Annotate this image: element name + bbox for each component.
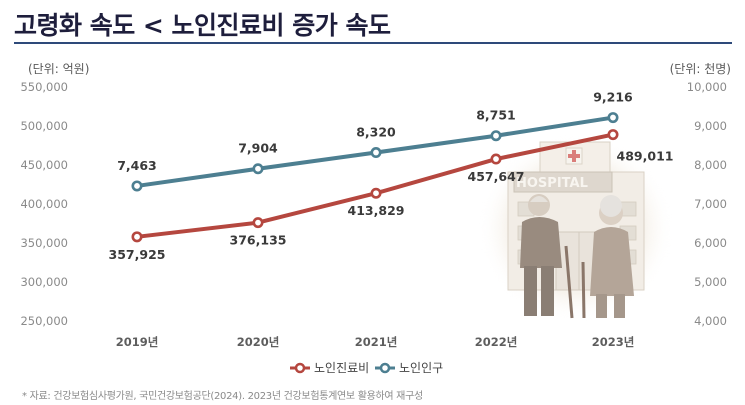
x-tick-label: 2022년 (475, 335, 518, 349)
legend-item-elderly-medical-cost: 노인진료비 (290, 361, 369, 375)
left-tick-label: 450,000 (20, 158, 68, 172)
data-point (607, 129, 619, 141)
data-point (252, 163, 264, 175)
data-point (131, 180, 143, 192)
data-label: 357,925 (109, 247, 166, 262)
right-tick-label: 6,000 (694, 236, 727, 250)
legend-marker-elderly-population (379, 362, 391, 374)
right-tick-label: 7,000 (694, 197, 727, 211)
left-tick-label: 400,000 (20, 197, 68, 211)
data-label: 9,216 (593, 90, 633, 105)
x-tick-label: 2021년 (355, 335, 398, 349)
legend-item-elderly-population: 노인인구 (375, 361, 443, 375)
data-point (370, 187, 382, 199)
right-axis-unit: (단위: 천명) (670, 61, 731, 76)
left-axis-unit: (단위: 억원) (28, 62, 89, 76)
legend-label-elderly-population: 노인인구 (399, 361, 443, 375)
left-tick-label: 550,000 (20, 80, 68, 94)
right-tick-label: 8,000 (694, 158, 727, 172)
x-tick-label: 2023년 (592, 335, 635, 349)
data-label: 8,751 (476, 108, 516, 123)
right-tick-label: 10,000 (687, 80, 727, 94)
right-tick-label: 4,000 (694, 314, 727, 328)
hospital-sign-text: HOSPITAL (516, 176, 588, 191)
left-tick-label: 250,000 (20, 314, 68, 328)
data-label: 8,320 (356, 125, 396, 140)
series-layer: 357,925 376,135 413,829 457,647 489,011 7,463… (109, 90, 674, 262)
data-point (252, 217, 264, 229)
left-tick-label: 500,000 (20, 119, 68, 133)
data-point (607, 112, 619, 124)
page-title: 고령화 속도 < 노인진료비 증가 속도 (14, 11, 391, 40)
right-tick-label: 5,000 (694, 275, 727, 289)
chart-legend: 노인진료비 노인인구 (290, 361, 443, 375)
hospital-elderly-illustration: HOSPITAL (478, 134, 674, 322)
left-axis: (단위: 억원) 250,000 300,000 350,000 400,000 450… (20, 62, 89, 328)
right-axis: (단위: 천명) 4,000 5,000 6,000 7,000 8,000 9,000 1… (670, 61, 731, 328)
legend-label-elderly-medical-cost: 노인진료비 (314, 361, 369, 375)
data-label: 489,011 (617, 149, 674, 164)
data-label: 7,463 (117, 158, 157, 173)
right-tick-label: 9,000 (694, 119, 727, 133)
x-axis: 2019년 2020년 2021년 2022년 2023년 (116, 335, 635, 349)
source-note: * 자료: 건강보험심사평가원, 국민건강보험공단(2024). 2023년 건… (22, 391, 423, 402)
data-point (490, 153, 502, 165)
left-tick-label: 350,000 (20, 236, 68, 250)
x-tick-label: 2019년 (116, 335, 159, 349)
left-tick-label: 300,000 (20, 275, 68, 289)
data-point (131, 231, 143, 243)
x-tick-label: 2020년 (237, 335, 280, 349)
data-label: 413,829 (348, 203, 405, 218)
data-label: 7,904 (238, 141, 278, 156)
data-point (490, 130, 502, 142)
data-label: 376,135 (230, 233, 287, 248)
data-point (370, 147, 382, 159)
data-label: 457,647 (468, 169, 525, 184)
title-divider (14, 42, 732, 44)
legend-marker-elderly-medical-cost (294, 362, 306, 374)
